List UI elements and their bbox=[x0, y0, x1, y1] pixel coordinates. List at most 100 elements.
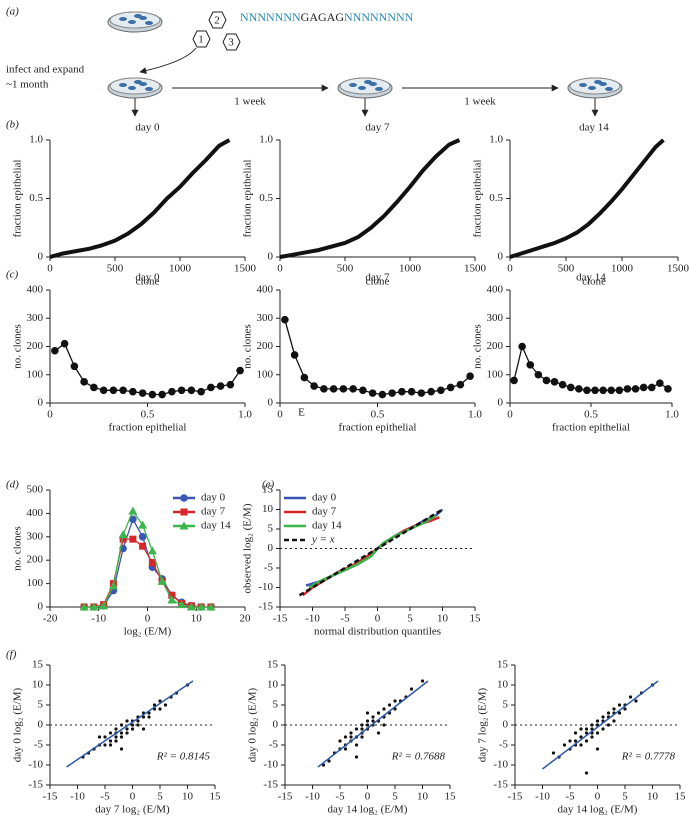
hex-label: 1 bbox=[198, 34, 204, 46]
x-tick-label: 15 bbox=[445, 791, 457, 803]
x-tick-label: 0 bbox=[507, 263, 513, 275]
marker bbox=[427, 387, 435, 396]
marker bbox=[216, 382, 225, 390]
point bbox=[584, 771, 589, 775]
x-tick-label: 1000 bbox=[169, 263, 192, 275]
x-tick-label: 0 bbox=[130, 791, 136, 803]
point bbox=[119, 723, 124, 727]
marker bbox=[550, 378, 559, 386]
dish bbox=[337, 77, 393, 99]
dish-medium bbox=[109, 77, 161, 95]
y-axis-label: observed log₂ (E/M) bbox=[242, 503, 254, 593]
x-tick-label: 1000 bbox=[399, 263, 422, 275]
y-tick-label: 0 bbox=[268, 251, 274, 263]
x-tick-label: 15 bbox=[470, 613, 482, 625]
chart: 0 0.5 1.0 0 100 200 300 400 day 7 fraction epithe… bbox=[242, 272, 483, 434]
marker bbox=[129, 515, 137, 524]
panel-label: (f) bbox=[6, 649, 17, 661]
legend-label: y = x bbox=[311, 534, 335, 546]
x-tick-label: 0 bbox=[47, 263, 53, 275]
y-tick-label: 10 bbox=[497, 679, 509, 691]
x-tick-label: -10 bbox=[305, 613, 320, 625]
x-tick-label: -15 bbox=[273, 613, 288, 625]
x-tick-label: -10 bbox=[70, 791, 85, 803]
marker bbox=[456, 380, 465, 389]
y-tick-label: 0 bbox=[503, 719, 509, 731]
x-tick-label: -10 bbox=[535, 791, 550, 803]
marker bbox=[139, 542, 147, 550]
marker bbox=[631, 385, 640, 393]
point bbox=[343, 747, 348, 751]
y-tick-label: 100 bbox=[27, 577, 44, 589]
marker bbox=[407, 387, 416, 396]
cell bbox=[145, 21, 153, 25]
series-line bbox=[298, 508, 444, 597]
x-tick-label: 5 bbox=[622, 791, 628, 803]
y-tick-label: 5 bbox=[503, 699, 509, 711]
x-axis-label: fraction epithelial bbox=[109, 422, 187, 434]
marker bbox=[118, 529, 128, 538]
y-axis-label: no. clones bbox=[12, 526, 24, 571]
point bbox=[141, 715, 146, 719]
point bbox=[103, 743, 107, 747]
x-tick-label: 0 bbox=[47, 409, 53, 421]
y-tick-label: -5 bbox=[34, 739, 44, 751]
point bbox=[103, 735, 107, 739]
point bbox=[573, 739, 578, 743]
point bbox=[97, 735, 102, 739]
marker bbox=[310, 382, 318, 390]
y-tick-label: 0.5 bbox=[489, 192, 503, 204]
marker bbox=[664, 385, 672, 393]
y-axis-label: fraction epithelial bbox=[12, 160, 24, 238]
marker bbox=[158, 390, 166, 399]
point bbox=[387, 703, 392, 707]
cell bbox=[128, 20, 136, 24]
annotation: R² = 0.7778 bbox=[621, 751, 676, 763]
y-axis-label: fraction epithelial bbox=[242, 160, 254, 238]
point bbox=[595, 719, 600, 723]
point bbox=[354, 755, 359, 759]
point bbox=[158, 699, 162, 703]
panel-label: (d) bbox=[6, 479, 19, 491]
y-tick-label: -15 bbox=[493, 779, 508, 791]
point bbox=[147, 715, 151, 719]
marker bbox=[186, 602, 196, 611]
x-tick-label: 0 bbox=[595, 791, 601, 803]
point bbox=[108, 743, 113, 747]
point bbox=[158, 707, 162, 711]
x-axis-label: day 14 log₂ (E/M) bbox=[328, 804, 408, 816]
point bbox=[634, 699, 638, 703]
cell bbox=[579, 83, 587, 87]
x-tick-label: 0 bbox=[375, 613, 381, 625]
fit-line bbox=[542, 680, 659, 770]
y-tick-label: -5 bbox=[264, 562, 274, 574]
axis bbox=[509, 290, 672, 404]
point bbox=[628, 695, 633, 699]
point bbox=[584, 727, 589, 731]
axis bbox=[279, 140, 475, 258]
sequence: NNNNNNNGAGAGNNNNNNNN bbox=[240, 10, 414, 24]
annotation: R² = 0.8145 bbox=[156, 751, 211, 763]
x-tick-label: 1500 bbox=[667, 263, 690, 275]
hexagon bbox=[192, 11, 241, 51]
marker bbox=[599, 386, 607, 395]
cell bbox=[128, 86, 136, 90]
chart: 0 0.5 1.0 0 100 200 300 400 day 14 fraction epith… bbox=[472, 272, 680, 434]
marker bbox=[329, 385, 338, 393]
point bbox=[354, 727, 359, 731]
y-tick-label: 0 bbox=[268, 397, 274, 409]
marker bbox=[236, 366, 244, 375]
x-tick-label: 10 bbox=[437, 613, 449, 625]
marker bbox=[168, 591, 176, 599]
point bbox=[365, 723, 370, 727]
marker bbox=[108, 581, 118, 590]
x-tick-label: 0 bbox=[277, 263, 283, 275]
y-tick-label: -15 bbox=[263, 779, 278, 791]
sequence-part: NNNNNNN bbox=[240, 10, 301, 24]
point bbox=[108, 731, 113, 735]
y-tick-label: 300 bbox=[27, 530, 44, 542]
cell bbox=[119, 83, 127, 87]
cell bbox=[605, 87, 613, 91]
